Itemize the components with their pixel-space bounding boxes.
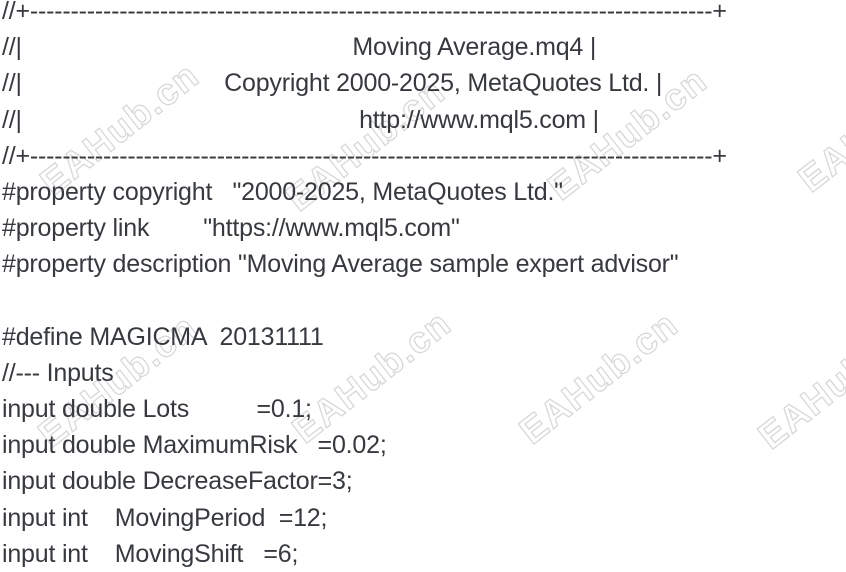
code-line: #property copyright "2000-2025, MetaQuot… xyxy=(2,177,563,206)
code-line: #define MAGICMA 20131111 xyxy=(2,322,324,351)
code-line: //| http://www.mql5.com | xyxy=(2,105,599,134)
code-line: //--- Inputs xyxy=(2,358,114,387)
code-line: #property link "https://www.mql5.com" xyxy=(2,214,460,243)
code-line: input int MovingShift =6; xyxy=(2,539,299,568)
code-line: input double DecreaseFactor=3; xyxy=(2,467,353,496)
code-line: //| Moving Average.mq4 | xyxy=(2,33,597,62)
code-line: input double Lots =0.1; xyxy=(2,395,312,424)
code-line: //| Copyright 2000-2025, MetaQuotes Ltd.… xyxy=(2,69,663,98)
code-line: //+-------------------------------------… xyxy=(2,141,727,170)
code-line: #property description "Moving Average sa… xyxy=(2,250,679,279)
code-line: input int MovingPeriod =12; xyxy=(2,503,328,532)
code-line: input double MaximumRisk =0.02; xyxy=(2,431,387,460)
code-line: //+-------------------------------------… xyxy=(2,0,727,25)
code-line xyxy=(2,283,846,319)
